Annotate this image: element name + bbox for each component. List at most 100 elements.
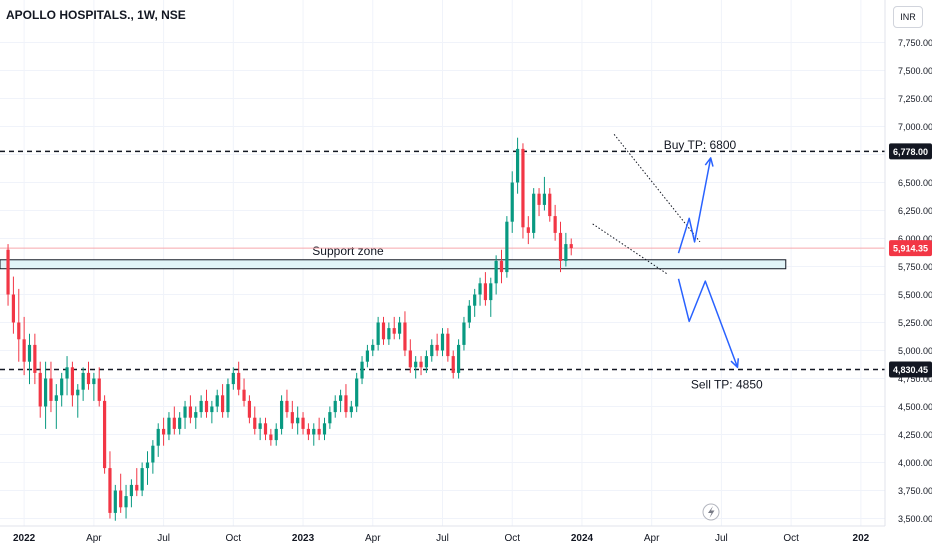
candle-body [285, 400, 289, 413]
candle-body [43, 378, 48, 407]
candle-body [456, 344, 461, 373]
candle-body [478, 283, 482, 295]
y-tick-label: 7,250.00 [898, 94, 932, 104]
candle-body [76, 389, 80, 396]
candle-body [301, 417, 305, 429]
candle-body [119, 490, 123, 508]
candle-body [140, 468, 144, 491]
candle-body [397, 322, 402, 334]
candle-body [515, 148, 520, 183]
candle-body [392, 328, 396, 334]
candle-body [172, 417, 176, 429]
candle-body [156, 428, 160, 446]
y-tick-label: 5,250.00 [898, 318, 932, 328]
candle-body [306, 428, 311, 435]
candle-body [17, 322, 21, 340]
sell-target-label: Sell TP: 4850 [691, 378, 763, 392]
candle-body [483, 283, 488, 301]
candle-body [408, 350, 412, 368]
candle-body [440, 333, 445, 351]
x-tick-label: Apr [86, 533, 102, 544]
candle-body [387, 328, 391, 340]
candle-body [510, 182, 514, 222]
candle-body [435, 344, 439, 351]
candle-body [526, 227, 530, 233]
candle-body [430, 344, 434, 357]
y-tick-label: 6,500.00 [898, 178, 932, 188]
y-tick-label: 7,500.00 [898, 66, 932, 76]
candle-body [151, 445, 155, 463]
candle-body [113, 490, 117, 513]
candle-body [210, 406, 214, 413]
x-tick-label: Jul [157, 533, 170, 544]
y-tick-label: 5,750.00 [898, 262, 932, 272]
candle-body [135, 484, 139, 491]
candle-body [258, 423, 262, 429]
candle-body [145, 462, 150, 469]
candle-body [6, 249, 10, 295]
candle-body [322, 423, 327, 435]
candle-body [365, 350, 370, 362]
support-zone-label: Support zone [312, 244, 384, 258]
candle-body [360, 361, 364, 379]
candle-body [279, 400, 284, 429]
chart-title: APOLLO HOSPITALS., 1W, NSE [6, 8, 186, 22]
price-axis-background [885, 0, 932, 550]
buy-projection-arrow-head [704, 157, 714, 167]
candle-body [467, 305, 471, 323]
candle-body [499, 260, 504, 273]
x-tick-label: Oct [226, 533, 242, 544]
candle-body [371, 344, 375, 351]
currency-selector-button[interactable]: INR [893, 6, 923, 28]
candle-body [414, 361, 418, 368]
candle-body [231, 372, 235, 385]
candle-body [333, 400, 337, 413]
y-tick-label: 4,750.00 [898, 374, 932, 384]
x-tick-label: 2023 [292, 533, 315, 544]
candle-body [558, 232, 563, 261]
candle-body [215, 395, 219, 407]
candle-body [247, 400, 252, 418]
wedge-lower-line [592, 223, 669, 275]
candle-body [505, 221, 509, 273]
candle-body [38, 372, 42, 407]
candle-body [328, 412, 332, 424]
candle-body [473, 294, 477, 306]
candle-body [22, 339, 26, 362]
x-tick-label: Jul [715, 533, 728, 544]
price-tag-label: 5,914.35 [893, 244, 928, 254]
price-tag [889, 143, 932, 160]
candle-body [376, 322, 380, 345]
y-tick-label: 7,750.00 [898, 38, 932, 48]
candle-body [569, 244, 573, 249]
candle-body [11, 294, 16, 323]
buy-projection-arrow [677, 157, 712, 254]
candle-body [102, 400, 107, 469]
y-tick-label: 4,000.00 [898, 458, 932, 468]
buy-target-label: Buy TP: 6800 [664, 138, 737, 152]
candle-body [226, 384, 230, 413]
x-tick-label: Apr [365, 533, 381, 544]
candle-body [65, 367, 69, 379]
y-tick-label: 5,500.00 [898, 290, 932, 300]
candle-body [27, 344, 32, 362]
candle-body [54, 395, 58, 401]
candle-body [532, 193, 536, 233]
x-tick-label: 202 [853, 533, 870, 544]
candle-body [86, 372, 91, 385]
candle-body [338, 395, 343, 401]
candle-body [349, 406, 353, 413]
lightning-icon [702, 503, 720, 521]
candle-body [70, 367, 75, 396]
x-tick-label: Jul [436, 533, 449, 544]
candle-body [194, 412, 198, 418]
sell-projection-arrow [677, 278, 739, 368]
candle-body [253, 417, 257, 429]
y-tick-label: 3,750.00 [898, 486, 932, 496]
candle-body [419, 361, 423, 368]
candle-body [49, 378, 53, 401]
candle-body [188, 406, 193, 418]
y-tick-label: 7,000.00 [898, 122, 932, 132]
